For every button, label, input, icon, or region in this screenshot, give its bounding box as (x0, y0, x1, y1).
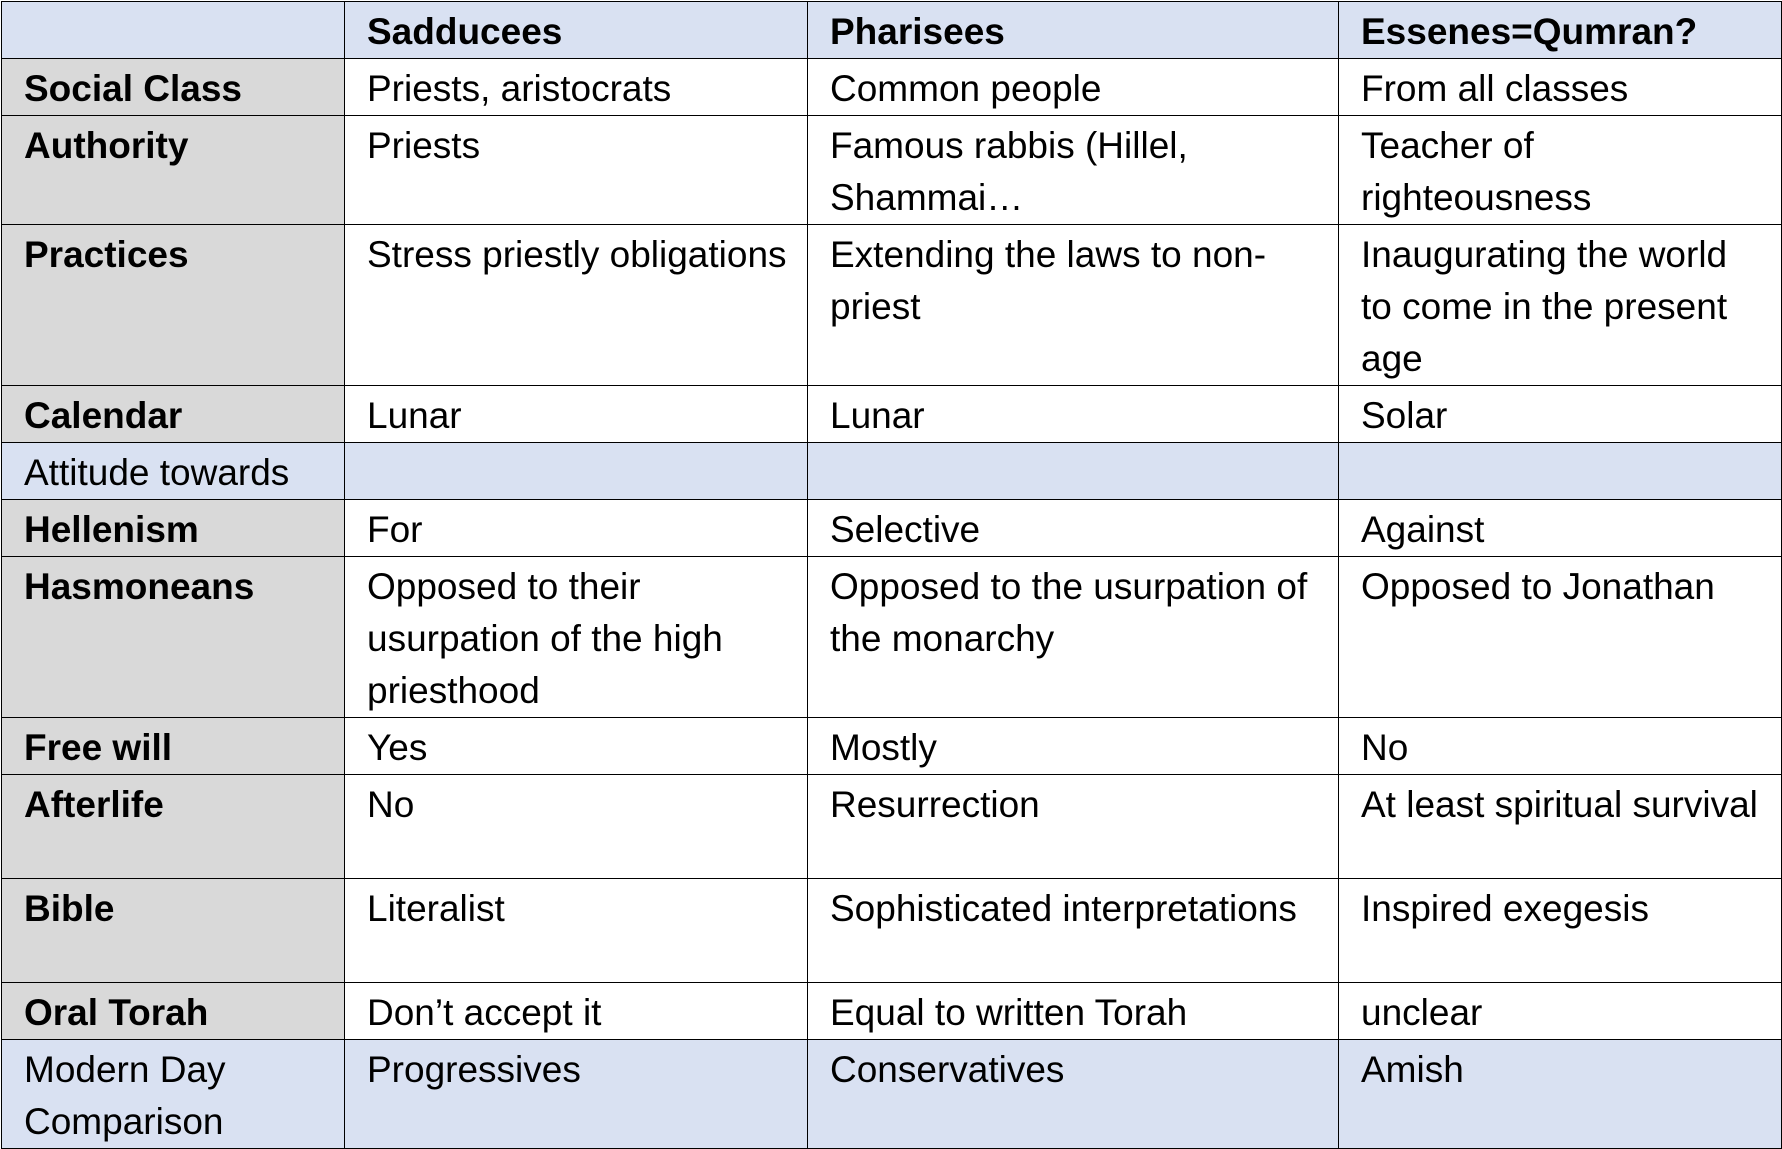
cell-sadducees: Stress priestly obligations (344, 224, 808, 386)
cell-pharisees: Resurrection (807, 774, 1339, 879)
table-row-practices: Practices Stress priestly obligations Ex… (1, 224, 1782, 386)
row-label: Social Class (1, 58, 345, 116)
row-label: Practices (1, 224, 345, 386)
table-row-modern-day: Modern Day Comparison Progressives Conse… (1, 1039, 1782, 1149)
cell-pharisees: Common people (807, 58, 1339, 116)
row-label: Bible (1, 878, 345, 983)
row-label: Modern Day Comparison (1, 1039, 345, 1149)
cell-essenes (1338, 442, 1782, 500)
table-row-authority: Authority Priests Famous rabbis (Hillel,… (1, 115, 1782, 225)
cell-sadducees: Priests, aristocrats (344, 58, 808, 116)
table-row-oral-torah: Oral Torah Don’t accept it Equal to writ… (1, 982, 1782, 1040)
table-row-free-will: Free will Yes Mostly No (1, 717, 1782, 775)
header-essenes: Essenes=Qumran? (1338, 1, 1782, 59)
header-sadducees: Sadducees (344, 1, 808, 59)
row-label: Afterlife (1, 774, 345, 879)
cell-pharisees: Selective (807, 499, 1339, 557)
table-row-afterlife: Afterlife No Resurrection At least spiri… (1, 774, 1782, 879)
cell-sadducees: For (344, 499, 808, 557)
cell-sadducees: Don’t accept it (344, 982, 808, 1040)
cell-essenes: Opposed to Jonathan (1338, 556, 1782, 718)
table-row-social-class: Social Class Priests, aristocrats Common… (1, 58, 1782, 116)
header-row: Sadducees Pharisees Essenes=Qumran? (1, 1, 1782, 59)
cell-essenes: No (1338, 717, 1782, 775)
row-label: Hasmoneans (1, 556, 345, 718)
cell-sadducees: Priests (344, 115, 808, 225)
cell-sadducees: Progressives (344, 1039, 808, 1149)
cell-essenes: unclear (1338, 982, 1782, 1040)
header-corner-cell (1, 1, 345, 59)
row-label: Authority (1, 115, 345, 225)
cell-pharisees: Opposed to the usurpation of the monarch… (807, 556, 1339, 718)
cell-sadducees: Literalist (344, 878, 808, 983)
cell-essenes: Amish (1338, 1039, 1782, 1149)
cell-essenes: Solar (1338, 385, 1782, 443)
row-label: Free will (1, 717, 345, 775)
cell-pharisees: Sophisticated interpretations (807, 878, 1339, 983)
cell-pharisees: Lunar (807, 385, 1339, 443)
cell-essenes: Inspired exegesis (1338, 878, 1782, 983)
cell-essenes: Teacher of righteousness (1338, 115, 1782, 225)
cell-essenes: Against (1338, 499, 1782, 557)
cell-sadducees: Yes (344, 717, 808, 775)
header-pharisees: Pharisees (807, 1, 1339, 59)
cell-essenes: At least spiritual survival (1338, 774, 1782, 879)
table-row-hellenism: Hellenism For Selective Against (1, 499, 1782, 557)
cell-essenes: From all classes (1338, 58, 1782, 116)
row-label: Calendar (1, 385, 345, 443)
table-row-calendar: Calendar Lunar Lunar Solar (1, 385, 1782, 443)
cell-sadducees: Lunar (344, 385, 808, 443)
section-row-attitude: Attitude towards (1, 442, 1782, 500)
cell-sadducees: No (344, 774, 808, 879)
cell-pharisees: Mostly (807, 717, 1339, 775)
cell-pharisees: Famous rabbis (Hillel, Shammai… (807, 115, 1339, 225)
cell-sadducees: Opposed to their usurpation of the high … (344, 556, 808, 718)
row-label: Hellenism (1, 499, 345, 557)
row-label: Oral Torah (1, 982, 345, 1040)
cell-essenes: Inaugurating the world to come in the pr… (1338, 224, 1782, 386)
table-row-bible: Bible Literalist Sophisticated interpret… (1, 878, 1782, 983)
cell-sadducees (344, 442, 808, 500)
table-row-hasmoneans: Hasmoneans Opposed to their usurpation o… (1, 556, 1782, 718)
cell-pharisees: Extending the laws to non-priest (807, 224, 1339, 386)
cell-pharisees: Equal to written Torah (807, 982, 1339, 1040)
cell-pharisees: Conservatives (807, 1039, 1339, 1149)
cell-pharisees (807, 442, 1339, 500)
section-label: Attitude towards (1, 442, 345, 500)
